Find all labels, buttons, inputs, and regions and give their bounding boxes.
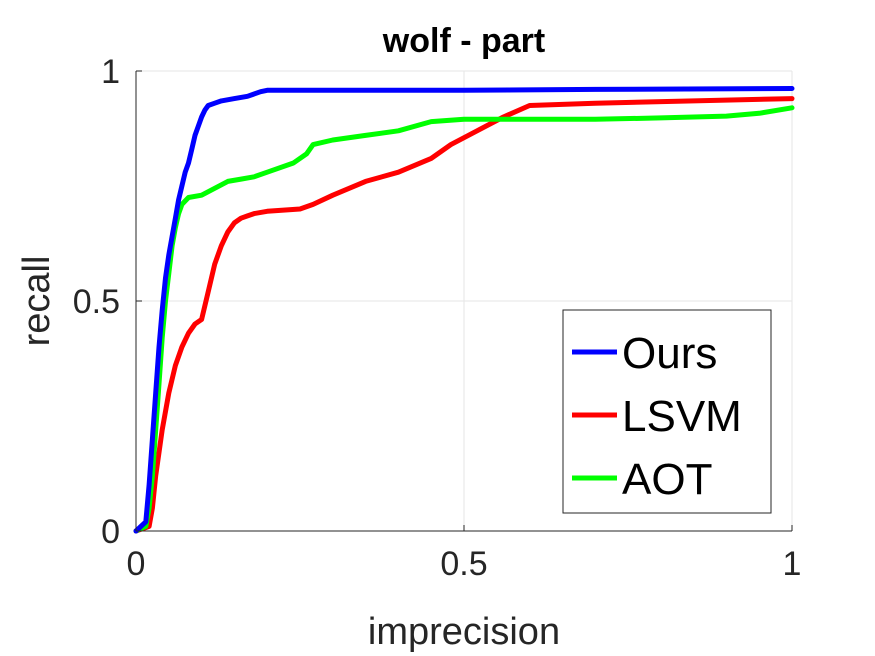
y-tick-label-0: 0 [101,513,120,551]
series-layer [133,86,795,534]
x-tick-label-1: 0.5 [440,545,487,583]
grid [136,70,793,531]
series-line-aot [133,105,795,534]
legend-label-aot: AOT [622,455,712,504]
y-tick-label-2: 1 [101,53,120,91]
x-tick-label-0: 0 [127,545,146,583]
y-axis-label: recall [16,256,58,347]
legend-label-lsvm: LSVM [622,392,742,441]
legend-label-ours: Ours [622,329,717,378]
x-axis-label: imprecision [368,611,560,653]
series-line-lsvm [133,96,795,534]
series-line-ours [133,86,795,534]
chart-title: wolf - part [382,22,545,60]
y-tick-label-1: 0.5 [73,283,120,321]
legend: Ours LSVM AOT [562,309,772,514]
ticks: 0 0.5 1 0 0.5 1 [73,53,802,583]
x-tick-label-2: 1 [783,545,802,583]
